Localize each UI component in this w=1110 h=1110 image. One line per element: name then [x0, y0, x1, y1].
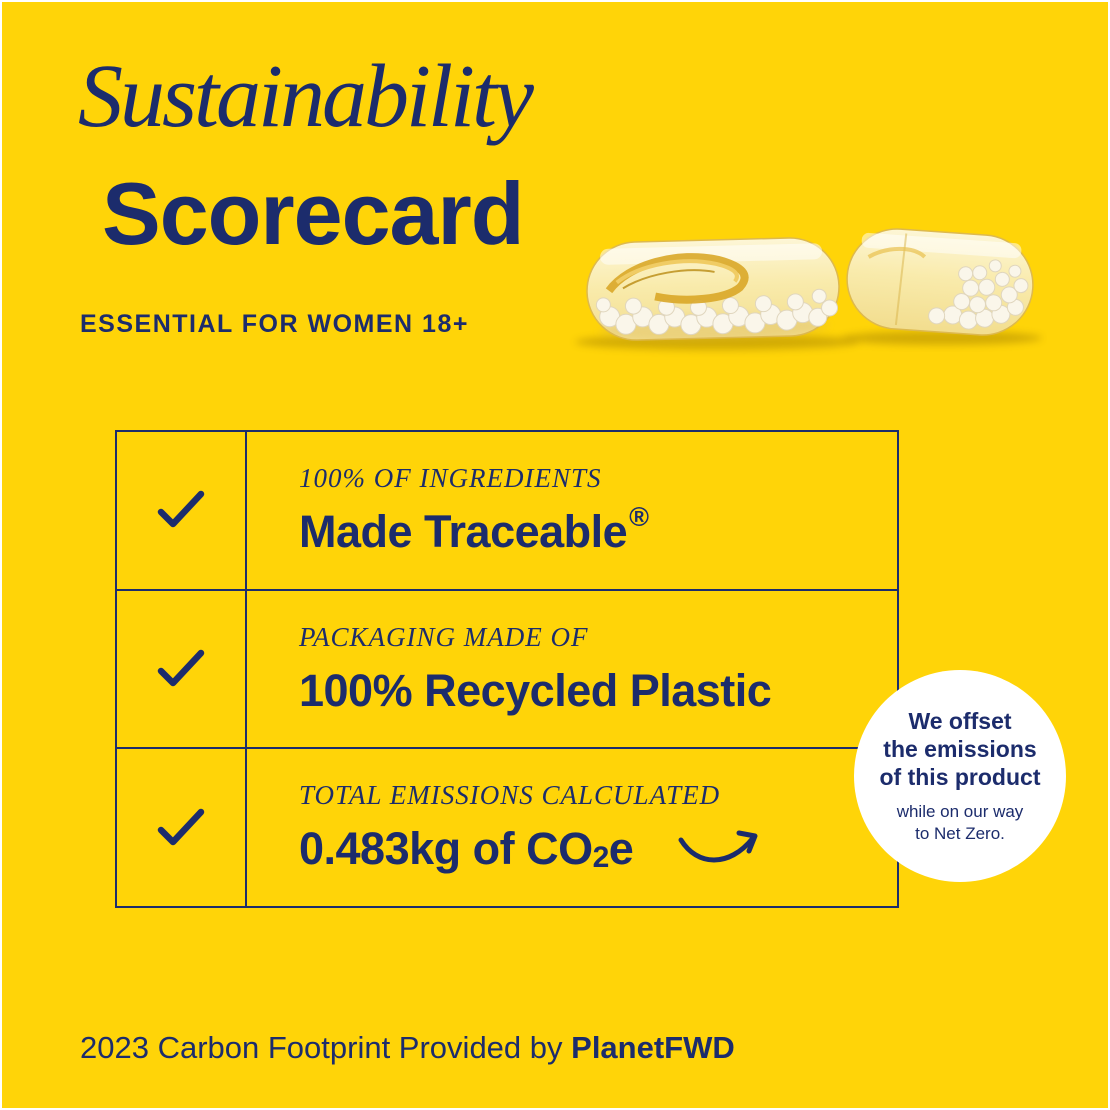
registered-mark: ® [629, 502, 649, 533]
co2-subscript: 2 [592, 841, 610, 875]
row-value: 100% Recycled Plastic [299, 664, 772, 716]
badge-small-line: to Net Zero. [915, 824, 1005, 843]
checkmark-icon [157, 649, 205, 687]
page-title-serif: Sustainability [78, 47, 534, 146]
curved-up-right-arrow-icon [675, 824, 767, 874]
check-cell [117, 749, 247, 907]
scorecard-row-packaging: PACKAGING MADE OF 100% Recycled Plastic [117, 590, 897, 750]
row-eyebrow: 100% OF INGREDIENTS [299, 462, 602, 493]
checkmark-icon [157, 808, 205, 845]
capsule-right [846, 228, 1034, 336]
check-cell [117, 590, 247, 748]
scorecard-row-ingredients: 100% OF INGREDIENTS Made Traceable ® [117, 432, 897, 591]
badge-small-line: while on our way [896, 802, 1024, 821]
row-value: Made Traceable ® [299, 502, 649, 557]
row-eyebrow: PACKAGING MADE OF [299, 621, 589, 652]
badge-bold-line: the emissions [883, 736, 1037, 762]
row-eyebrow: TOTAL EMISSIONS CALCULATED [299, 780, 721, 811]
checkmark-icon [157, 491, 205, 528]
footer-brand: PlanetFWD [571, 1030, 735, 1065]
badge-bold-line: We offset [908, 708, 1012, 734]
scorecard-row-emissions: TOTAL EMISSIONS CALCULATED 0.483kg of CO… [117, 749, 897, 907]
offset-badge: We offset the emissions of this product … [854, 670, 1066, 882]
row-value: 0.483kg of CO 2 e [299, 823, 897, 875]
check-cell [117, 432, 247, 589]
scorecard-table: 100% OF INGREDIENTS Made Traceable ® PACK… [115, 430, 899, 908]
footer-text: 2023 Carbon Footprint Provided by [80, 1030, 572, 1065]
capsules-photo [575, 228, 1042, 350]
page-title-bold: Scorecard [102, 164, 524, 263]
capsule-left [586, 237, 840, 341]
footer-credit: 2023 Carbon Footprint Provided by Planet… [80, 1030, 735, 1066]
product-name: ESSENTIAL FOR WOMEN 18+ [80, 310, 469, 338]
badge-bold-line: of this product [879, 764, 1041, 790]
